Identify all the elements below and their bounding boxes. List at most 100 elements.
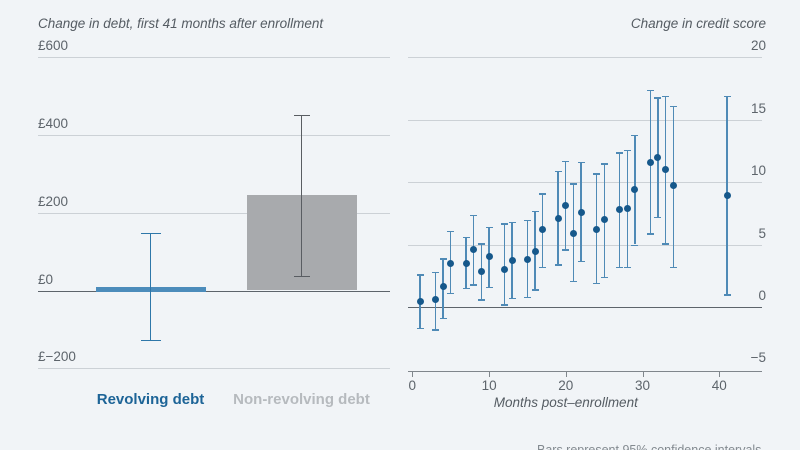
x-axis-tick	[719, 371, 721, 377]
scatter-point	[477, 268, 485, 276]
y-axis-tick-label: 10	[750, 163, 766, 179]
error-bar	[300, 114, 303, 276]
scatter-point	[531, 248, 539, 256]
scatter-point	[539, 226, 547, 233]
error-bar-cap	[447, 230, 455, 233]
scatter-point	[577, 208, 585, 216]
error-bar-cap	[531, 210, 539, 213]
gridline	[408, 119, 762, 121]
error-bar-cap	[646, 89, 654, 92]
error-bar-cap	[539, 266, 547, 269]
error-bar-cap	[646, 233, 654, 235]
figure-caption: Bars represent 95% confidence intervals	[537, 443, 762, 450]
error-bar-cap	[531, 289, 539, 291]
error-bar-cap	[470, 284, 478, 286]
y-axis-tick-label: £200	[38, 193, 69, 209]
error-bar-cap	[416, 274, 424, 276]
scatter-point	[570, 229, 577, 237]
scatter-point	[523, 255, 531, 263]
scatter-point	[616, 206, 623, 213]
error-bar-cap	[570, 280, 577, 282]
error-bar-cap	[654, 217, 662, 219]
error-bar-cap	[447, 293, 455, 295]
error-bar-cap	[577, 162, 585, 164]
scatter-point	[416, 298, 424, 306]
error-bar-cap	[723, 294, 731, 296]
error-bar-cap	[562, 160, 570, 163]
left-panel-title: Change in debt, first 41 months after en…	[38, 16, 324, 31]
error-bar-cap	[554, 170, 562, 173]
error-bar-cap	[477, 243, 485, 245]
error-bar-cap	[616, 266, 623, 269]
gridline	[38, 57, 390, 59]
gridline	[408, 244, 762, 246]
x-axis-tick-label: 10	[481, 377, 497, 393]
scatter-point	[669, 182, 677, 190]
y-axis-tick-label: 0	[758, 287, 766, 303]
error-bar-cap	[508, 222, 516, 224]
error-bar-cap	[662, 96, 670, 98]
scatter-point	[593, 226, 600, 233]
right-panel-title: Change in credit score	[630, 16, 766, 31]
error-bar-cap	[485, 286, 493, 289]
gridline	[38, 134, 390, 136]
error-bar-cap	[431, 271, 439, 274]
error-bar-cap	[570, 183, 577, 185]
category-label: Revolving debt	[96, 391, 205, 408]
error-bar-cap	[539, 193, 547, 195]
error-bar-cap	[439, 258, 447, 260]
x-axis-tick-label: 40	[711, 377, 727, 393]
scatter-point	[723, 192, 731, 200]
y-axis-tick-label: £400	[38, 115, 69, 131]
scatter-point	[470, 245, 478, 253]
scatter-point	[431, 295, 439, 303]
error-bar-cap	[439, 318, 447, 320]
scatter-point	[562, 202, 570, 210]
error-bar-cap	[523, 296, 531, 299]
error-bar-cap	[669, 106, 677, 108]
error-bar-cap	[616, 152, 623, 154]
error-bar-cap	[669, 266, 677, 269]
error-bar-cap	[470, 214, 478, 216]
y-axis-tick-label: 20	[750, 38, 766, 54]
error-bar-cap	[140, 339, 161, 342]
error-bar-cap	[577, 260, 585, 263]
category-label: Non-revolving debt	[233, 391, 370, 408]
x-axis-line	[408, 370, 762, 372]
scatter-point	[600, 216, 608, 223]
error-bar-cap	[477, 299, 485, 301]
scatter-point	[623, 204, 631, 212]
y-axis-tick-label: 5	[758, 225, 766, 241]
x-axis-tick-label: 20	[558, 377, 574, 393]
error-bar-cap	[500, 304, 508, 306]
zero-gridline	[38, 290, 390, 292]
y-axis-tick-label: £0	[38, 271, 54, 287]
error-bar-cap	[631, 244, 639, 246]
error-bar-cap	[462, 237, 470, 239]
error-bar-cap	[462, 288, 470, 290]
error-bar-cap	[623, 149, 631, 152]
scatter-point	[508, 257, 516, 265]
error-bar-cap	[662, 243, 670, 245]
y-axis-tick-label: 15	[750, 100, 766, 116]
error-bar-cap	[593, 173, 600, 175]
error-bar-cap	[416, 328, 424, 330]
error-bar	[503, 223, 506, 305]
scatter-point	[662, 166, 670, 174]
y-axis-tick-label: −5	[750, 350, 766, 366]
scatter-point	[462, 259, 470, 267]
scatter-point	[646, 158, 654, 166]
y-axis-tick-label: £−200	[38, 349, 76, 365]
error-bar-cap	[293, 114, 310, 117]
error-bar-cap	[631, 134, 639, 137]
gridline	[38, 212, 390, 214]
y-axis-tick-label: £600	[38, 38, 69, 54]
error-bar	[149, 232, 152, 340]
error-bar-cap	[562, 249, 570, 251]
x-axis-tick-label: 30	[634, 377, 651, 393]
x-axis-title: Months post–enrollment	[493, 394, 638, 410]
scatter-point	[631, 186, 639, 194]
x-axis-tick	[642, 371, 644, 377]
x-axis-tick	[565, 371, 567, 377]
